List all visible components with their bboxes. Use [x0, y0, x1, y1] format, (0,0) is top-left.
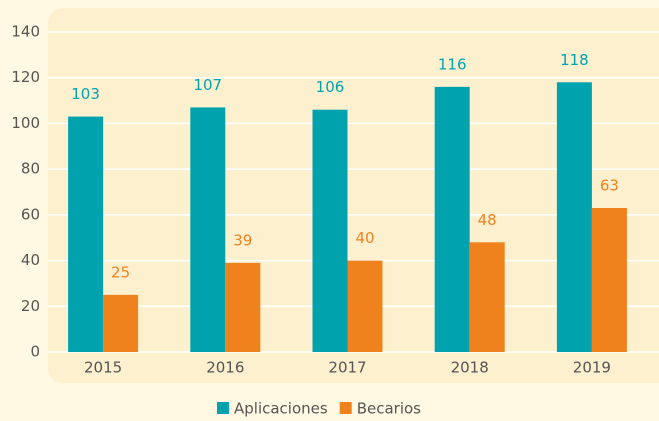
y-tick-label: 20 [21, 297, 40, 315]
data-label: 48 [478, 211, 497, 229]
bar [556, 82, 592, 353]
bar [591, 208, 627, 352]
data-label: 107 [193, 76, 222, 94]
data-label: 118 [560, 51, 589, 69]
bar [190, 107, 226, 352]
data-label: 103 [71, 85, 100, 103]
data-label: 25 [111, 263, 130, 281]
y-tick-label: 100 [11, 114, 40, 132]
data-label: 39 [233, 231, 252, 249]
y-tick-label: 60 [21, 205, 40, 223]
y-tick-label: 40 [21, 251, 40, 269]
bar [434, 86, 470, 352]
x-tick-label: 2017 [328, 359, 366, 377]
data-label: 40 [355, 229, 374, 247]
y-tick-label: 0 [30, 343, 40, 361]
x-tick-label: 2018 [451, 359, 489, 377]
legend-label: Becarios [357, 400, 421, 418]
bar [347, 260, 383, 352]
bar [225, 262, 261, 352]
legend-swatch [217, 402, 229, 414]
bar [68, 116, 104, 352]
data-label: 116 [438, 55, 467, 73]
bar [103, 294, 139, 352]
bar [312, 109, 348, 352]
data-label: 63 [600, 177, 619, 195]
data-label: 106 [316, 78, 345, 96]
legend-label: Aplicaciones [234, 400, 328, 418]
x-tick-label: 2019 [573, 359, 611, 377]
y-tick-label: 120 [11, 68, 40, 86]
x-tick-label: 2016 [206, 359, 244, 377]
legend-swatch [339, 402, 352, 414]
y-tick-label: 80 [21, 160, 40, 178]
y-tick-label: 140 [11, 23, 40, 41]
x-tick-label: 2015 [84, 359, 122, 377]
bar [469, 242, 505, 352]
